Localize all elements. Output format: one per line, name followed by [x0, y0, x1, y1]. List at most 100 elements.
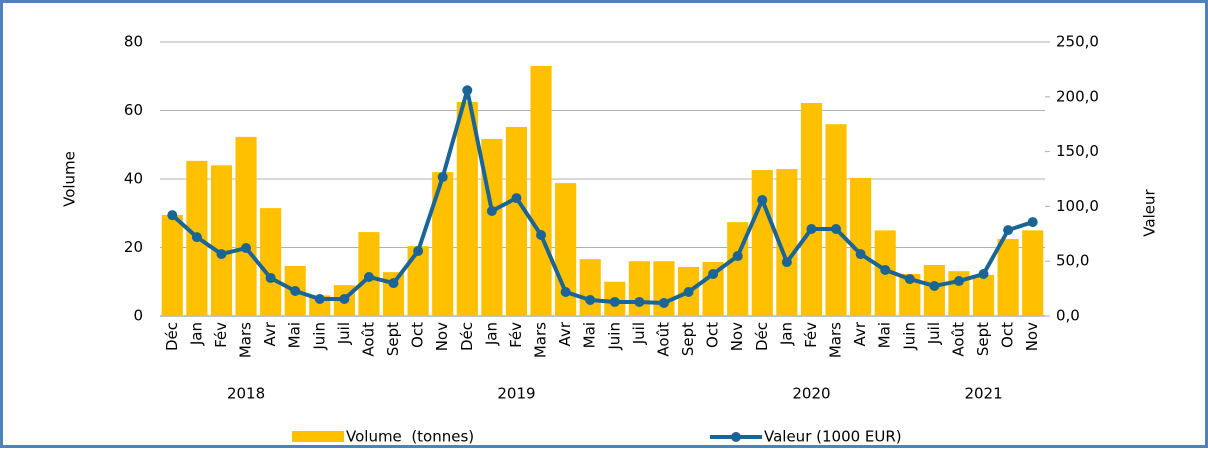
marker [855, 249, 866, 260]
marker [634, 296, 645, 307]
bar [850, 177, 872, 316]
x-tick-label: Mai [286, 322, 304, 348]
marker [462, 85, 473, 96]
marker [1003, 225, 1014, 236]
x-tick-label: Sept [679, 322, 697, 356]
marker [339, 294, 350, 305]
bar [825, 124, 847, 316]
x-tick-label: Août [949, 322, 967, 357]
x-tick-label: Juin [310, 322, 328, 351]
y-tick-label: 60 [124, 101, 143, 119]
x-group-label: 2021 [964, 385, 1002, 403]
marker [290, 286, 301, 297]
x-tick-label: Déc [163, 322, 181, 351]
bar [899, 273, 921, 316]
marker [413, 246, 424, 257]
x-tick-label: Sept [384, 322, 402, 356]
y2-axis-title: Valeur [1141, 188, 1159, 236]
marker [437, 172, 448, 183]
y2-tick-label: 100,0 [1056, 197, 1099, 215]
bar [530, 65, 552, 316]
bar [432, 172, 454, 316]
bar [161, 214, 183, 316]
x-tick-label: Jan [482, 322, 500, 346]
y-axis-title: Volume [61, 151, 79, 207]
marker [585, 294, 596, 305]
marker [658, 297, 669, 308]
marker [536, 230, 547, 241]
marker [1027, 217, 1038, 228]
x-tick-label: Nov [1023, 322, 1041, 351]
x-tick-label: Jan [777, 322, 795, 346]
marker [781, 257, 792, 268]
marker [363, 271, 374, 282]
y-tick-label: 40 [124, 170, 143, 188]
marker [732, 251, 743, 262]
x-group-label: 2018 [227, 385, 265, 403]
legend-label: Volume (tonnes) [346, 428, 474, 446]
marker [511, 193, 522, 204]
bar [505, 126, 528, 316]
x-tick-label: Avr [261, 321, 279, 346]
bar [456, 101, 478, 316]
x-tick-label: Sept [974, 322, 992, 356]
y2-tick-label: 0,0 [1056, 307, 1080, 325]
marker [314, 294, 325, 305]
x-tick-label: Mars [827, 322, 845, 358]
legend-label: Valeur (1000 EUR) [764, 428, 902, 446]
marker [609, 296, 620, 307]
bar [751, 170, 773, 316]
bar [1022, 230, 1044, 316]
bar [235, 136, 257, 316]
x-tick-label: Juin [605, 322, 623, 351]
x-tick-label: Juin [900, 322, 918, 351]
x-tick-label: Nov [433, 322, 451, 351]
x-tick-label: Oct [999, 322, 1017, 348]
y-tick-label: 20 [124, 238, 143, 256]
marker [191, 232, 202, 243]
bar [776, 169, 798, 316]
x-tick-label: Déc [458, 322, 476, 351]
y2-tick-label: 200,0 [1056, 87, 1099, 105]
x-tick-label: Fév [507, 322, 525, 348]
marker [831, 223, 842, 234]
x-group-label: 2019 [497, 385, 535, 403]
bar [997, 238, 1019, 316]
x-tick-label: Oct [704, 322, 722, 348]
x-group-label: 2020 [792, 385, 830, 403]
bar [210, 165, 233, 316]
y2-tick-label: 150,0 [1056, 142, 1099, 160]
legend-swatch [292, 431, 344, 442]
x-tick-label: Avr [556, 321, 574, 346]
marker [806, 223, 817, 234]
y2-tick-label: 250,0 [1056, 33, 1099, 51]
marker [265, 272, 276, 283]
y-tick-label: 80 [124, 33, 143, 51]
bar [407, 246, 429, 316]
bar [972, 274, 995, 316]
marker [486, 206, 497, 217]
marker [757, 195, 768, 206]
bar [628, 261, 650, 316]
x-tick-label: Juil [335, 322, 353, 345]
x-tick-label: Mai [581, 322, 599, 348]
x-tick-label: Jan [187, 322, 205, 346]
marker [929, 280, 940, 291]
marker [560, 286, 571, 297]
marker [388, 278, 399, 289]
marker [167, 210, 178, 221]
x-tick-label: Nov [728, 322, 746, 351]
x-tick-label: Déc [753, 322, 771, 351]
x-tick-label: Mars [237, 322, 255, 358]
marker [683, 286, 694, 297]
marker [216, 249, 227, 260]
marker [904, 274, 915, 285]
y-tick-label: 0 [133, 307, 143, 325]
x-tick-label: Août [654, 322, 672, 357]
x-tick-label: Mars [532, 322, 550, 358]
x-tick-label: Fév [212, 322, 230, 348]
x-tick-label: Juil [630, 322, 648, 345]
x-tick-label: Mai [876, 322, 894, 348]
x-tick-label: Oct [409, 322, 427, 348]
